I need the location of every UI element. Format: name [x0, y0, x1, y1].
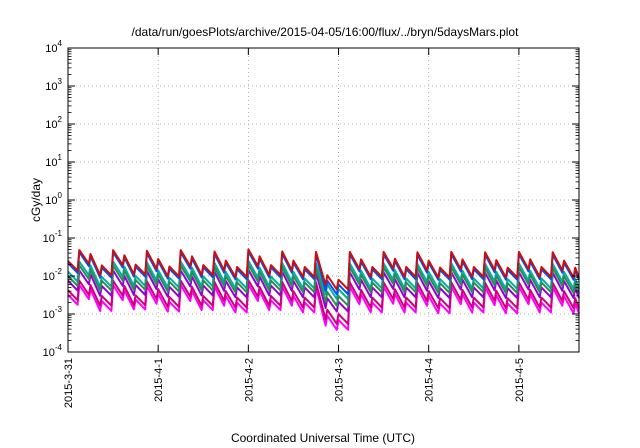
y-tick-label: 102 [45, 115, 62, 131]
y-axis-title: cGy/day [29, 178, 43, 222]
x-axis-title: Coordinated Universal Time (UTC) [231, 431, 415, 445]
y-tick-label: 103 [45, 77, 62, 93]
y-tick-label: 10-3 [43, 305, 63, 321]
x-tick-label: 2015-4-5 [514, 358, 526, 402]
x-tick-label: 2015-3-31 [63, 358, 75, 408]
grid-lines [68, 48, 579, 352]
series-line [67, 279, 580, 325]
x-tick-label: 2015-4-2 [243, 358, 255, 402]
series-line [67, 263, 580, 307]
y-tick-label: 10-4 [43, 343, 63, 359]
y-tick-label: 10-2 [43, 267, 63, 283]
y-tick-label: 101 [45, 153, 62, 169]
y-tick-label: 100 [45, 191, 62, 207]
x-tick-label: 2015-4-3 [334, 358, 346, 402]
y-axis: 10-4 10-3 10-2 10-1 100 101 102 103 104 [43, 39, 579, 359]
x-tick-label: 2015-4-4 [424, 358, 436, 402]
y-tick-label: 10-1 [43, 229, 63, 245]
series-group [67, 248, 580, 331]
x-tick-label: 2015-4-1 [153, 358, 165, 402]
x-axis: 2015-3-31 2015-4-1 2015-4-2 2015-4-3 2015-4-… [63, 48, 526, 408]
series-line [67, 248, 580, 291]
y-tick-label: 104 [45, 39, 62, 55]
chart-title: /data/run/goesPlots/archive/2015-04-05/1… [132, 25, 520, 39]
